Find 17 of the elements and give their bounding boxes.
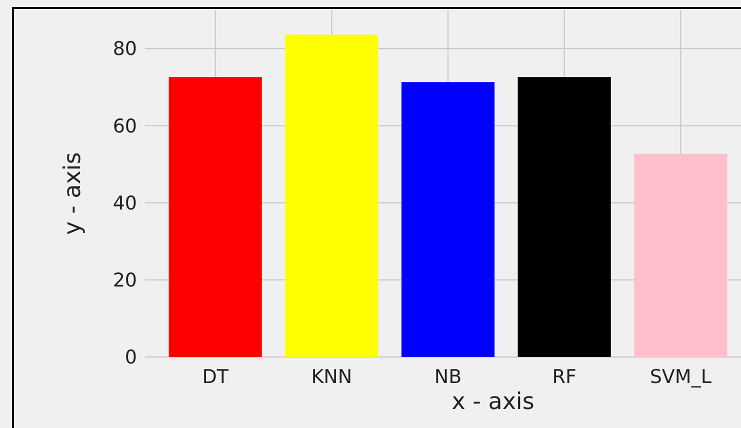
bar bbox=[285, 34, 378, 357]
y-tick-label: 60 bbox=[112, 115, 137, 138]
y-axis-title: y - axis bbox=[60, 152, 86, 235]
bar bbox=[168, 77, 262, 357]
y-tick-label: 20 bbox=[112, 270, 137, 292]
bar bbox=[518, 77, 611, 357]
x-tick-label: RF bbox=[552, 366, 576, 388]
y-tick-label: 80 bbox=[112, 38, 137, 60]
x-tick-label: NB bbox=[434, 366, 462, 388]
bar bbox=[634, 154, 728, 357]
x-axis-title: x - axis bbox=[452, 389, 534, 415]
y-tick-label: 0 bbox=[124, 346, 137, 369]
x-tick-label: KNN bbox=[311, 366, 352, 388]
x-tick-label: DT bbox=[202, 366, 229, 388]
y-tick-label: 40 bbox=[112, 192, 137, 214]
bar bbox=[401, 82, 495, 357]
x-tick-label: SVM_L bbox=[650, 366, 712, 388]
